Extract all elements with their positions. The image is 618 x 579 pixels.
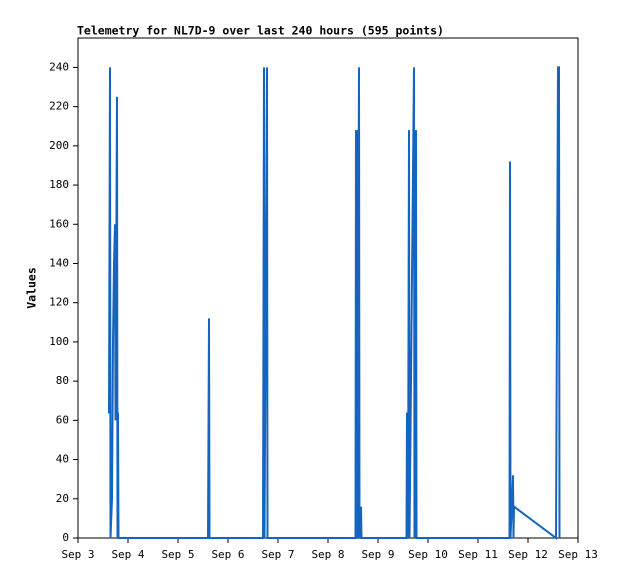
x-tick-label: Sep 8 xyxy=(311,548,344,561)
y-tick-label: 180 xyxy=(49,178,69,191)
y-axis-label: Values xyxy=(25,267,39,309)
y-tick-label: 80 xyxy=(56,374,69,387)
x-tick-label: Sep 6 xyxy=(211,548,244,561)
data-line xyxy=(108,66,561,540)
y-tick-label: 40 xyxy=(56,453,69,466)
x-tick-label: Sep 13 xyxy=(558,548,598,561)
y-tick-label: 160 xyxy=(49,217,69,230)
x-tick-label: Sep 9 xyxy=(361,548,394,561)
y-tick-label: 100 xyxy=(49,335,69,348)
x-tick-label: Sep 11 xyxy=(458,548,498,561)
x-tick-label: Sep 10 xyxy=(408,548,448,561)
y-tick-label: 220 xyxy=(49,100,69,113)
y-tick-label: 120 xyxy=(49,296,69,309)
x-tick-label: Sep 12 xyxy=(508,548,548,561)
y-tick-label: 20 xyxy=(56,492,69,505)
y-tick-label: 200 xyxy=(49,139,69,152)
x-tick-label: Sep 7 xyxy=(261,548,294,561)
x-tick-label: Sep 3 xyxy=(61,548,94,561)
y-tick-label: 0 xyxy=(62,531,69,544)
y-tick-label: 240 xyxy=(49,60,69,73)
x-tick-label: Sep 4 xyxy=(111,548,144,561)
x-tick-label: Sep 5 xyxy=(161,548,194,561)
chart-title: Telemetry for NL7D-9 over last 240 hours… xyxy=(77,24,444,38)
y-tick-label: 60 xyxy=(56,413,69,426)
y-tick-label: 140 xyxy=(49,256,69,269)
